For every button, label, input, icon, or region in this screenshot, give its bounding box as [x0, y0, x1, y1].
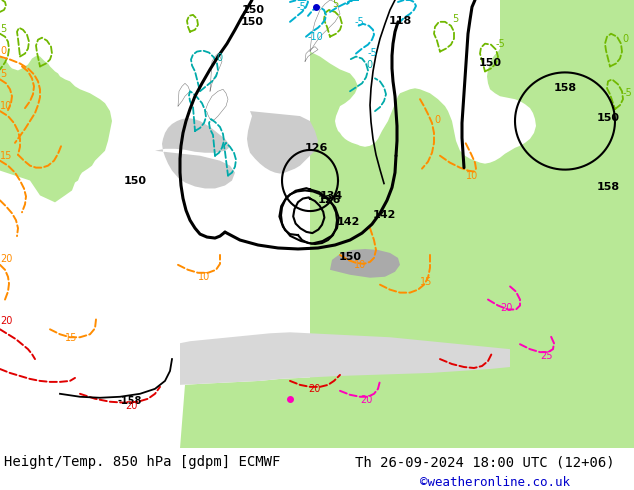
Text: 126: 126: [318, 196, 341, 205]
Text: 5: 5: [0, 24, 6, 34]
Text: 15: 15: [420, 277, 432, 287]
Text: -10: -10: [308, 32, 324, 42]
Text: -5: -5: [496, 39, 506, 49]
Text: 150: 150: [240, 17, 264, 27]
Polygon shape: [310, 0, 634, 448]
Text: 158: 158: [553, 83, 576, 93]
Text: 15: 15: [65, 333, 77, 343]
Text: -5: -5: [355, 17, 365, 27]
Text: 10: 10: [466, 171, 478, 180]
Text: 158: 158: [597, 182, 619, 193]
Text: -5: -5: [623, 88, 633, 98]
Text: 20: 20: [360, 395, 372, 405]
Text: 5: 5: [0, 70, 6, 79]
Text: 118: 118: [389, 16, 411, 26]
Text: 20: 20: [308, 384, 320, 394]
Text: Th 26-09-2024 18:00 UTC (12+06): Th 26-09-2024 18:00 UTC (12+06): [355, 455, 614, 469]
Text: 10: 10: [198, 272, 210, 282]
Text: 10: 10: [0, 101, 12, 111]
Text: 150: 150: [339, 252, 361, 262]
Text: 134: 134: [320, 192, 343, 201]
Text: Height/Temp. 850 hPa [gdpm] ECMWF: Height/Temp. 850 hPa [gdpm] ECMWF: [4, 455, 280, 469]
Text: 20: 20: [500, 303, 512, 314]
Polygon shape: [0, 0, 112, 202]
Text: 0: 0: [0, 46, 6, 55]
Text: ©weatheronline.co.uk: ©weatheronline.co.uk: [420, 476, 570, 489]
Text: 150: 150: [242, 5, 264, 15]
Text: 20: 20: [0, 254, 13, 264]
Text: 25: 25: [540, 351, 552, 361]
Text: 0: 0: [622, 34, 628, 44]
Polygon shape: [155, 118, 235, 189]
Text: 150: 150: [479, 58, 501, 69]
Polygon shape: [247, 111, 318, 173]
Polygon shape: [330, 249, 400, 278]
Text: 15: 15: [0, 151, 13, 161]
Text: 20: 20: [0, 317, 13, 326]
Text: 126: 126: [305, 143, 328, 153]
Text: 142: 142: [373, 210, 396, 220]
Text: 0: 0: [216, 53, 222, 64]
Text: -5: -5: [368, 48, 378, 57]
Text: 20: 20: [125, 401, 138, 411]
Text: 5: 5: [332, 0, 339, 9]
Polygon shape: [500, 0, 634, 84]
Text: -5: -5: [297, 2, 307, 12]
Text: 142: 142: [337, 217, 360, 227]
Text: 5: 5: [452, 14, 458, 24]
Text: 150: 150: [597, 113, 619, 123]
Text: 0: 0: [434, 115, 440, 125]
Polygon shape: [180, 349, 634, 448]
Polygon shape: [180, 332, 510, 448]
Text: -158: -158: [118, 396, 142, 406]
Text: 10: 10: [354, 260, 366, 270]
Text: 0: 0: [366, 60, 372, 71]
Text: 150: 150: [124, 175, 146, 186]
